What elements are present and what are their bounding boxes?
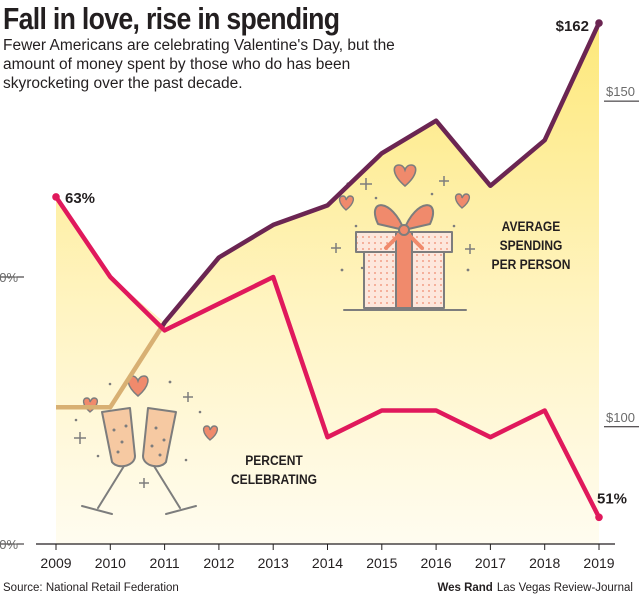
sparkle-icon bbox=[74, 392, 193, 488]
heart-icon bbox=[454, 193, 471, 209]
credit-line: Wes Rand Las Vegas Review-Journal bbox=[437, 582, 633, 594]
gift-icon bbox=[343, 204, 467, 311]
spending-annotation: AVERAGE bbox=[502, 218, 561, 234]
x-tick-label: 2010 bbox=[95, 555, 126, 571]
x-tick-label: 2014 bbox=[312, 555, 343, 571]
chart-title: Fall in love, rise in spending bbox=[3, 1, 340, 36]
x-tick-label: 2011 bbox=[150, 555, 180, 571]
heart-icon bbox=[393, 164, 417, 188]
left-axis-tick-label: 60% bbox=[0, 270, 18, 285]
spending-line bbox=[159, 22, 602, 329]
x-tick-label: 2009 bbox=[40, 555, 71, 571]
percent-line bbox=[54, 195, 602, 519]
spending-end-label: $162 bbox=[556, 18, 589, 35]
source-note: Source: National Retail Federation bbox=[3, 582, 179, 594]
x-tick-label: 2016 bbox=[421, 555, 452, 571]
spending-annotation: PER PERSON bbox=[492, 256, 571, 272]
percent-point bbox=[595, 513, 603, 522]
percent-start-label: 63% bbox=[65, 190, 95, 207]
champagne-glasses-icon bbox=[81, 407, 197, 515]
area-fill bbox=[56, 23, 599, 544]
x-tick-label: 2018 bbox=[529, 555, 560, 571]
author-credit: Wes Rand bbox=[437, 582, 493, 594]
spending-point bbox=[595, 19, 603, 27]
heart-icon bbox=[338, 195, 355, 211]
percent-annotation: CELEBRATING bbox=[231, 471, 317, 487]
x-tick-label: 2013 bbox=[258, 555, 289, 571]
left-axis-tick-label: 50% bbox=[0, 537, 18, 552]
percent-point bbox=[52, 193, 60, 201]
dot-icon bbox=[340, 182, 470, 272]
x-tick-label: 2017 bbox=[475, 555, 506, 571]
right-axis-tick-label: $150 bbox=[606, 84, 635, 99]
spending-annotation: SPENDING bbox=[500, 237, 563, 253]
dot-icon bbox=[74, 380, 202, 462]
sparkle-icon bbox=[331, 176, 475, 254]
spending-line-hidden-segment bbox=[56, 326, 164, 410]
publication-credit: Las Vegas Review-Journal bbox=[496, 582, 633, 594]
chart-subtitle: Fewer Americans are celebrating Valentin… bbox=[3, 37, 395, 92]
percent-end-label: 51% bbox=[597, 490, 627, 507]
x-tick-label: 2015 bbox=[366, 555, 397, 571]
x-tick-label: 2012 bbox=[203, 555, 234, 571]
x-tick-label: 2019 bbox=[583, 555, 614, 571]
heart-icon bbox=[202, 425, 219, 441]
right-axis-tick-label: $100 bbox=[606, 410, 635, 425]
percent-annotation: PERCENT bbox=[245, 452, 303, 468]
